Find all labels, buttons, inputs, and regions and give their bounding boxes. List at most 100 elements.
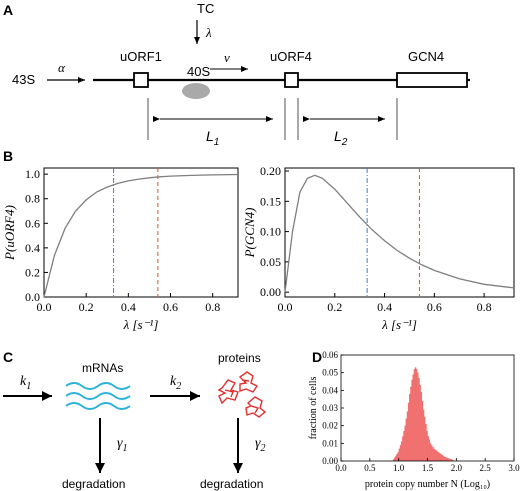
- x-tick-label: 0.8: [477, 300, 492, 314]
- degradation2-label: degradation: [200, 477, 263, 491]
- histogram-bar: [419, 385, 421, 461]
- y-tick-label: 0.20: [260, 164, 281, 178]
- histogram-bar: [407, 402, 410, 461]
- y-tick-label: 0.04: [322, 385, 338, 395]
- y-tick-label: 0.00: [260, 285, 281, 299]
- histogram-bar: [437, 452, 440, 461]
- histogram-bar: [424, 416, 426, 461]
- histogram-bar: [409, 393, 411, 461]
- mrna-wave: [65, 402, 131, 410]
- histogram-bar: [412, 374, 414, 461]
- histogram-bar: [395, 455, 397, 461]
- histogram-bar: [439, 453, 441, 461]
- x-tick-label: 2.0: [451, 463, 463, 473]
- histogram-bar: [397, 452, 399, 461]
- x-tick-label: 0.4: [377, 300, 392, 314]
- degradation1-label: degradation: [62, 477, 125, 491]
- histogram-bar: [422, 409, 425, 461]
- gamma2-label: γ2: [255, 436, 266, 454]
- histogram-bar: [434, 449, 436, 461]
- histogram-bar: [432, 446, 434, 461]
- histogram-bar: [451, 459, 454, 461]
- histogram-bar: [435, 450, 438, 461]
- histogram-bar: [414, 367, 417, 461]
- x-tick-label: 1.5: [422, 463, 434, 473]
- y-tick-label: 0.10: [260, 225, 281, 239]
- histogram-bar: [436, 451, 439, 461]
- histogram-bar: [443, 456, 446, 461]
- series-line: [284, 174, 515, 293]
- mrna-waves: [65, 382, 131, 410]
- gamma1-label: γ1: [117, 436, 128, 454]
- y-axis-label: P(uORF4): [2, 205, 17, 261]
- x-tick-label: 0.0: [37, 300, 52, 314]
- histogram-bar: [411, 379, 413, 461]
- protein-blobs: [217, 371, 267, 418]
- histogram-bar: [442, 455, 444, 461]
- l1-label: L1: [206, 128, 219, 148]
- histogram-bar: [415, 369, 418, 461]
- histogram-bar: [405, 418, 408, 461]
- histogram-bar: [447, 457, 449, 461]
- x-tick-label: 0.5: [364, 463, 376, 473]
- protein-blob: [217, 379, 239, 405]
- histogram-bar: [429, 443, 432, 461]
- x-axis-label: λ [s⁻¹]: [123, 317, 159, 332]
- histogram-bar: [399, 445, 402, 461]
- histogram-bar: [400, 441, 403, 461]
- x-axis-label: λ [s⁻¹]: [381, 317, 417, 332]
- histogram-bar: [449, 458, 451, 461]
- x-tick-label: 0.6: [427, 300, 442, 314]
- gcn4-label: GCN4: [408, 49, 444, 64]
- panel-c-reaction: k1 mRNAs k2 proteins γ1 degradation γ2 d…: [3, 351, 267, 491]
- histogram-bar: [440, 453, 442, 461]
- alpha-label: α: [58, 60, 66, 75]
- v-label: v: [224, 50, 230, 65]
- 43s-label: 43S: [12, 72, 35, 87]
- y-tick-label: 0.15: [260, 194, 281, 208]
- k1-label: k1: [20, 374, 31, 392]
- histogram-bar: [402, 436, 404, 461]
- histogram-bar: [421, 400, 424, 461]
- y-tick-label: 0.02: [322, 421, 338, 431]
- histogram-bar: [425, 423, 427, 461]
- y-axis-label: fraction of cells: [308, 377, 319, 440]
- histogram-bar: [427, 436, 429, 461]
- x-tick-label: 0.0: [335, 463, 347, 473]
- y-tick-label: 0.6: [25, 216, 40, 230]
- histogram-bar: [396, 453, 398, 461]
- histogram-bar: [441, 454, 443, 461]
- histogram-bar: [410, 386, 412, 461]
- mrna-wave: [65, 382, 131, 390]
- tc-label: TC: [197, 1, 214, 16]
- histogram-bar: [426, 430, 428, 461]
- l2-label: L2: [334, 128, 348, 148]
- k2-label: k2: [170, 374, 181, 392]
- x-axis-label: protein copy number N (Log₁₀): [365, 479, 490, 490]
- y-tick-label: 0.0: [25, 290, 40, 304]
- y-tick-label: 0.8: [25, 192, 40, 206]
- histogram-bar: [418, 377, 420, 461]
- histogram-bar: [392, 459, 395, 461]
- panel-label-d: D: [312, 349, 323, 365]
- y-tick-label: 0.2: [25, 265, 40, 279]
- y-tick-label: 0.4: [25, 241, 40, 255]
- x-tick-label: 0.0: [278, 300, 293, 314]
- panel-a-schematic: TC λ 43S α uORF1 40S v uORF4 GCN4 L1 L2: [12, 1, 470, 148]
- x-tick-label: 3.0: [508, 463, 520, 473]
- histogram-bar: [394, 457, 396, 461]
- mrna-wave: [65, 392, 131, 400]
- panel-label-a: A: [3, 2, 14, 18]
- histogram-bar: [403, 430, 405, 461]
- x-tick-label: 0.8: [205, 300, 220, 314]
- uorf4-label: uORF4: [270, 49, 312, 64]
- histogram-bar: [413, 369, 416, 461]
- 40s-label: 40S: [187, 64, 210, 79]
- uorf1-label: uORF1: [120, 49, 162, 64]
- proteins-label: proteins: [218, 351, 261, 365]
- histogram-bar: [398, 448, 401, 461]
- panel-label-b: B: [3, 148, 14, 164]
- lambda-label: λ: [205, 25, 212, 40]
- y-tick-label: 0.03: [322, 403, 338, 413]
